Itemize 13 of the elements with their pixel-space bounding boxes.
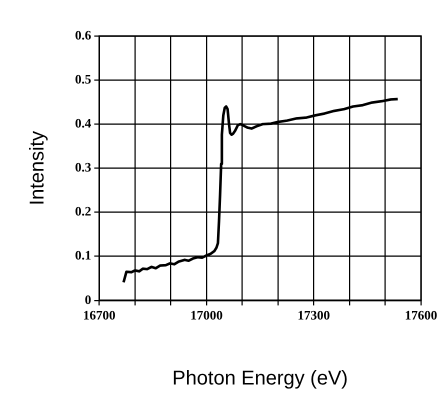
x-tick-label: 17600 [404, 308, 438, 323]
x-tick-label: 17300 [298, 308, 330, 323]
x-axis-title: Photon Energy (eV) [172, 368, 348, 390]
y-axis-title: Intensity [26, 130, 49, 206]
y-tick-label: 0.3 [75, 160, 92, 175]
y-tick-label: 0.2 [75, 204, 92, 219]
y-tick-label: 0.1 [75, 248, 92, 263]
x-tick-label: 16700 [83, 308, 116, 323]
y-tick-label: 0.6 [75, 27, 92, 42]
y-tick-label: 0.5 [75, 71, 92, 86]
x-tick-label: 17000 [190, 308, 223, 323]
y-tick-label: 0.4 [75, 115, 92, 130]
y-tick-label: 0 [84, 292, 92, 307]
